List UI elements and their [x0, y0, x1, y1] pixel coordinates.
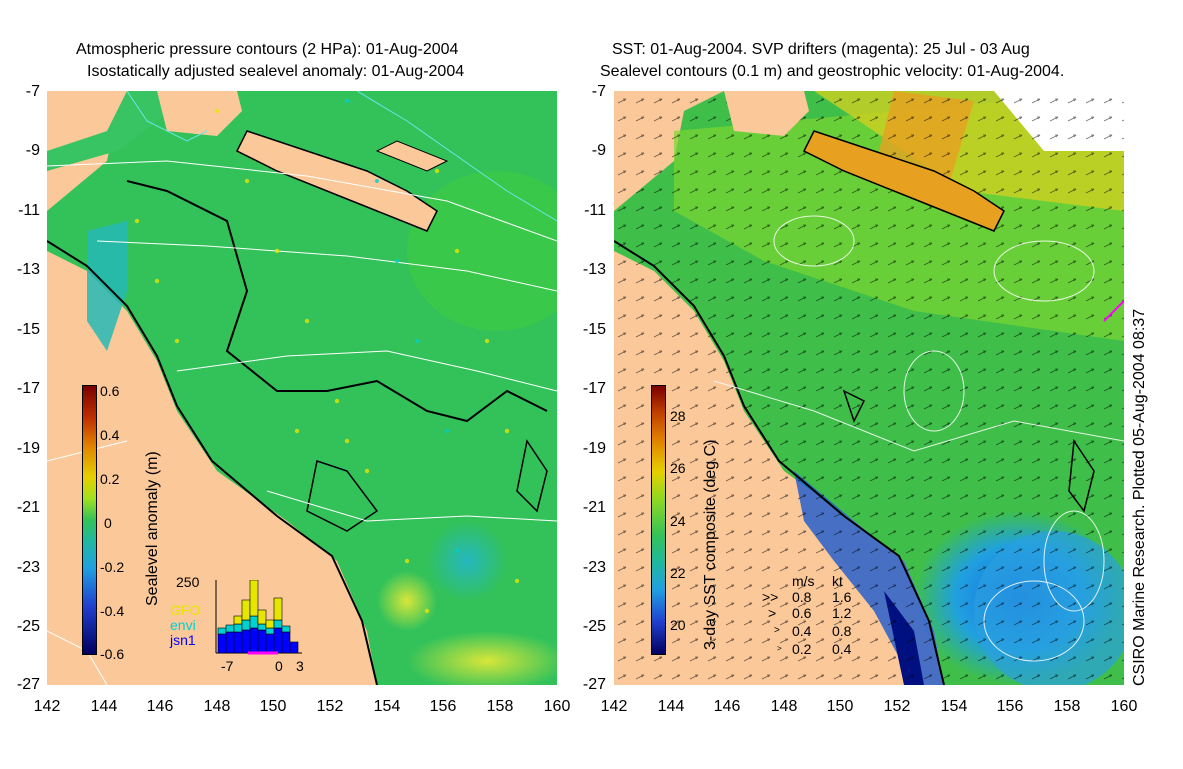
- cb-left-tick: 0.6: [100, 383, 120, 399]
- cb-left-tick: -0.4: [100, 603, 125, 619]
- y-tick: -19: [16, 440, 40, 457]
- y-tick: -19: [582, 440, 606, 457]
- x-tick: 142: [33, 698, 61, 715]
- y-tick: -17: [16, 380, 40, 397]
- cb-right-tick: 28: [670, 408, 686, 424]
- y-tick: -11: [584, 202, 606, 219]
- y-tick: -9: [591, 142, 606, 159]
- velocity-kt: 0.8: [832, 623, 852, 639]
- x-tick: 152: [883, 698, 911, 715]
- x-tick: 146: [713, 698, 741, 715]
- sst-colorbar-label: 3-day SST composite (deg C): [702, 439, 719, 650]
- y-tick: -15: [582, 321, 606, 338]
- velocity-arrow-icon: >: [774, 625, 780, 636]
- sealevel-colorbar-label: Sealevel anomaly (m): [144, 451, 161, 606]
- cb-left-tick: -0.6: [100, 646, 125, 662]
- histogram-x-tick: -7: [221, 658, 234, 674]
- legend-gfo: GFO: [170, 602, 201, 618]
- x-tick: 160: [543, 698, 571, 715]
- velocity-ms: 0.4: [792, 623, 812, 639]
- new-guinea-land: [802, 130, 1005, 232]
- x-tick: 150: [826, 698, 854, 715]
- x-tick: 158: [486, 698, 514, 715]
- y-tick: -17: [582, 380, 606, 397]
- cb-left-tick: 0.2: [100, 471, 120, 487]
- x-tick: 156: [429, 698, 457, 715]
- cb-left-tick: -0.2: [100, 559, 125, 575]
- velocity-arrow-icon: >>: [762, 589, 779, 605]
- right-title-line2: Sealevel contours (0.1 m) and geostrophi…: [600, 63, 1065, 80]
- x-tick: 142: [600, 698, 628, 715]
- x-tick: 146: [146, 698, 174, 715]
- cb-right-tick: 24: [670, 513, 686, 529]
- data-histogram: [214, 579, 304, 655]
- y-tick: -7: [591, 83, 606, 100]
- x-tick: 148: [203, 698, 231, 715]
- cb-right-tick: 22: [670, 565, 686, 581]
- x-tick: 144: [90, 698, 118, 715]
- velocity-kt: 1.6: [832, 589, 852, 605]
- sst-map: [614, 91, 1124, 685]
- x-tick: 150: [259, 698, 287, 715]
- sst-colorbar: [651, 385, 666, 655]
- legend-jsn1: jsn1: [170, 632, 196, 648]
- y-tick: -23: [16, 559, 40, 576]
- x-tick: 160: [1110, 698, 1138, 715]
- y-tick: -21: [16, 499, 40, 516]
- histogram-x-tick: 3: [296, 658, 304, 674]
- y-tick: -25: [16, 618, 40, 635]
- histogram-x-tick: 0: [275, 658, 283, 674]
- velocity-ms: 0.2: [792, 641, 812, 657]
- y-tick: -23: [582, 559, 606, 576]
- cb-left-tick: 0: [104, 515, 112, 531]
- right-title-line1: SST: 01-Aug-2004. SVP drifters (magenta)…: [612, 41, 1030, 58]
- coastline: [47, 240, 378, 685]
- velocity-header-ms: m/s: [792, 573, 815, 589]
- x-tick: 156: [996, 698, 1024, 715]
- cb-left-tick: 0.4: [100, 427, 120, 443]
- x-tick: 154: [940, 698, 968, 715]
- x-tick: 158: [1053, 698, 1081, 715]
- y-tick: -9: [25, 142, 40, 159]
- histogram-y-tick: 250: [176, 574, 200, 590]
- y-tick: -13: [16, 261, 40, 278]
- velocity-ms: 0.6: [792, 605, 812, 621]
- coastline: [614, 240, 945, 685]
- velocity-kt: 0.4: [832, 641, 852, 657]
- velocity-ms: 0.8: [792, 589, 812, 605]
- y-tick: -7: [25, 83, 40, 100]
- y-tick: -25: [582, 618, 606, 635]
- credit-label: CSIRO Marine Research. Plotted 05-Aug-20…: [1131, 308, 1148, 686]
- y-tick: -21: [582, 499, 606, 516]
- velocity-header-kt: kt: [832, 573, 843, 589]
- shelf-edge: [126, 180, 548, 423]
- sealevel-colorbar: [82, 385, 97, 655]
- y-tick: -27: [582, 676, 606, 693]
- x-tick: 144: [657, 698, 685, 715]
- cb-right-tick: 20: [670, 617, 686, 633]
- sealevel-anomaly-map: [47, 91, 557, 685]
- x-tick: 152: [316, 698, 344, 715]
- x-tick: 148: [770, 698, 798, 715]
- velocity-arrow-icon: >: [777, 644, 782, 653]
- velocity-kt: 1.2: [832, 605, 852, 621]
- y-tick: -27: [16, 676, 40, 693]
- y-tick: -11: [18, 202, 40, 219]
- y-tick: -13: [582, 261, 606, 278]
- cb-right-tick: 26: [670, 460, 686, 476]
- legend-envi: envi: [170, 617, 196, 633]
- left-title-line2: Isostatically adjusted sealevel anomaly:…: [87, 63, 465, 80]
- velocity-arrow-icon: >: [768, 605, 777, 621]
- x-tick: 154: [373, 698, 401, 715]
- y-tick: -15: [16, 321, 40, 338]
- left-title-line1: Atmospheric pressure contours (2 HPa): 0…: [76, 41, 459, 58]
